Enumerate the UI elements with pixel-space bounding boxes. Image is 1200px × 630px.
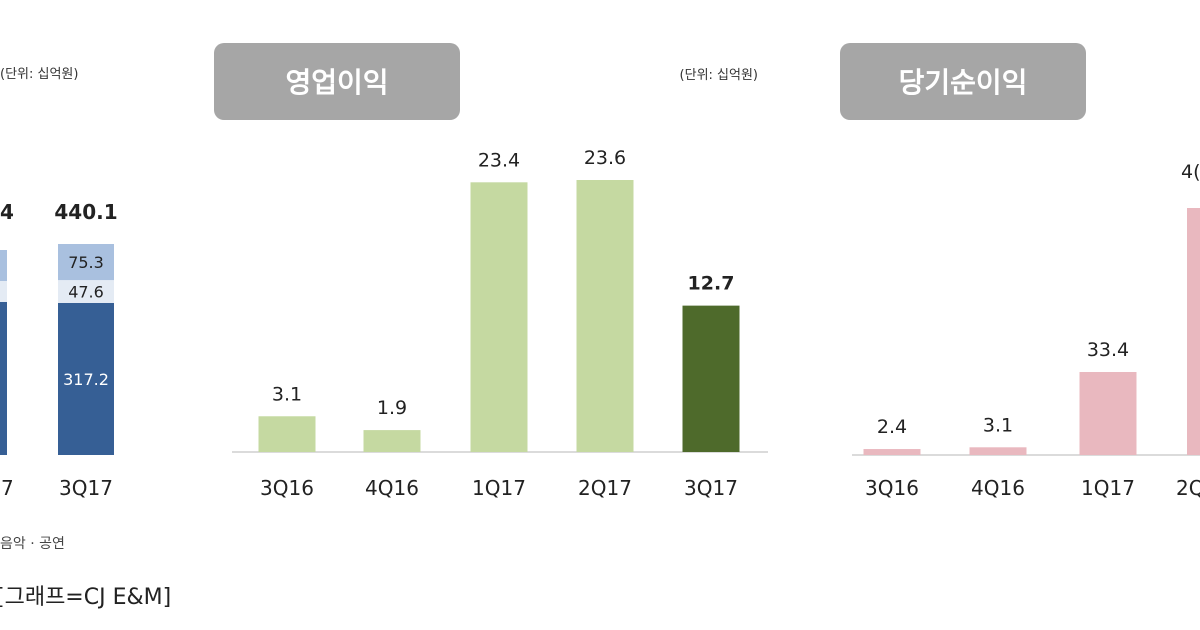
- total-label: 440.1: [54, 200, 117, 224]
- unit-note: (단위: 십억원): [0, 67, 78, 82]
- bar: [0, 281, 7, 302]
- tick-label: 2Q: [1176, 476, 1200, 500]
- data-label: 33.4: [1087, 339, 1129, 361]
- data-label: 23.6: [584, 147, 626, 169]
- tick-label: 4Q16: [971, 476, 1025, 500]
- tick-label: 3Q17: [59, 476, 113, 500]
- data-label: 75.3: [68, 253, 104, 272]
- tick-label: 2Q17: [578, 476, 632, 500]
- bar: [258, 416, 316, 452]
- data-label: 1.9: [377, 397, 407, 419]
- tick-label: 7: [1, 476, 14, 500]
- bar: [863, 449, 921, 455]
- tick-label: 3Q16: [260, 476, 314, 500]
- legend-fragment: 음악 · 공연: [0, 536, 65, 552]
- bar: [0, 250, 7, 281]
- chart-title: 당기순이익: [899, 66, 1028, 99]
- source-caption: [그래프=CJ E&M]: [0, 585, 171, 610]
- chart-panel-revenue: (단위: 십억원) 음악 · 공연 [그래프=CJ E&M] 4 7 317.2 47…: [0, 67, 171, 610]
- unit-note: (단위: 십억원): [680, 68, 758, 83]
- data-label: 12.7: [688, 273, 735, 295]
- title-pill: [840, 43, 1086, 120]
- chart-panel-operating-profit: 영업이익 (단위: 십억원) 3.1 3Q16 1.9 4Q16 23.4 1Q17 23.…: [214, 43, 768, 500]
- data-label: 317.2: [63, 370, 109, 389]
- tick-label: 1Q17: [1081, 476, 1135, 500]
- bar: [58, 302, 114, 455]
- data-label: 3.1: [272, 383, 302, 405]
- data-label: 3.1: [983, 414, 1013, 436]
- data-label: 47.6: [68, 283, 104, 302]
- tick-label: 3Q17: [684, 476, 738, 500]
- bar: [470, 182, 528, 452]
- bar: [969, 447, 1027, 455]
- data-label: 2.4: [877, 416, 907, 438]
- tick-label: 3Q16: [865, 476, 919, 500]
- bar: [58, 244, 114, 281]
- data-label: 4(: [1181, 161, 1200, 183]
- chart-panel-net-income: 당기순이익 2.4 3Q16 3.1 4Q16 33.4 1Q17 4( 2Q: [840, 43, 1200, 500]
- bar: [1079, 372, 1137, 455]
- bar: [682, 305, 740, 452]
- bar: [58, 280, 114, 303]
- bar: [363, 430, 421, 452]
- chart-title: 영업이익: [285, 66, 388, 99]
- title-pill: [214, 43, 460, 120]
- total-label: 4: [0, 200, 14, 224]
- bar: [576, 180, 634, 452]
- data-label: 23.4: [478, 149, 520, 171]
- tick-label: 1Q17: [472, 476, 526, 500]
- bar: [0, 302, 7, 455]
- bar: [1187, 208, 1200, 455]
- tick-label: 4Q16: [365, 476, 419, 500]
